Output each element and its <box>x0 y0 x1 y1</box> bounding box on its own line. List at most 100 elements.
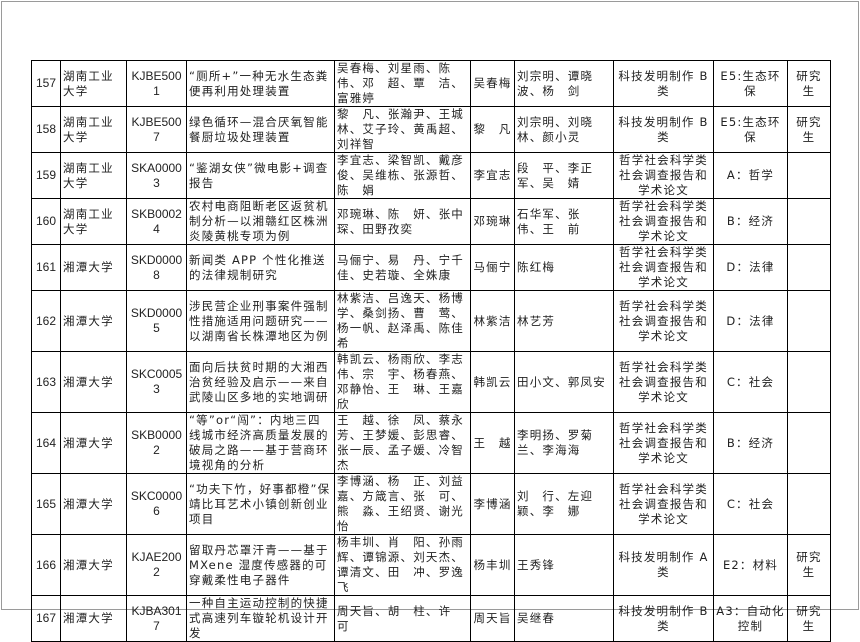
subcategory: B：经济 <box>713 412 788 474</box>
level <box>787 351 831 413</box>
level <box>787 244 831 291</box>
team-members: 李博涵、杨 正、刘益嘉、方箴言、张 可、熊 淼、王绍贤、谢光怡 <box>334 473 471 535</box>
subcategory: E5:生态环保 <box>713 106 788 153</box>
row-number: 167 <box>31 595 61 642</box>
advisors: 李明扬、罗菊兰、李海海 <box>514 412 614 474</box>
team-members: 马俪宁、易 丹、宁千佳、史若璇、全姝康 <box>334 244 471 291</box>
team-leader: 李博涵 <box>470 473 515 535</box>
school-cell: 湘潭大学 <box>60 290 127 352</box>
subcategory: A3：自动化控制 <box>713 595 788 642</box>
project-title: 涉民营企业刑事案件强制性措施适用问题研究——以湖南省长株潭地区为例 <box>186 290 335 352</box>
team-members: 林紫洁、吕逸天、杨博学、桑剑扬、曹 莺、杨一帆、赵泽禹、陈佳希 <box>334 290 471 352</box>
project-title: 面向后扶贫时期的大湘西治贫经验及启示——来自武陵山区多地的实地调研 <box>186 351 335 413</box>
team-leader: 吴春梅 <box>470 60 515 107</box>
project-title: 一种自主运动控制的快捷式高速列车镟轮机设计开发 <box>186 595 335 642</box>
school-cell: 湖南工业大学 <box>60 152 127 199</box>
table-row: 159 湖南工业大学 SKA00003 “鉴湖女侠”微电影+调查报告 李宜志、梁智凯、戴… <box>31 152 831 199</box>
school-cell: 湖南工业大学 <box>60 198 127 245</box>
row-number: 163 <box>31 351 61 413</box>
table-row: 166 湘潭大学 KJAE2002 留取丹芯罩汗青——基于 MXene 湿度传感器的可… <box>31 534 831 596</box>
team-members: 杨丰圳、肖 阳、孙雨辉、谭锦源、刘天杰、谭清文、田 冲、罗逸飞 <box>334 534 471 596</box>
level <box>787 198 831 245</box>
project-code: SKC00053 <box>126 351 187 413</box>
row-number: 159 <box>31 152 61 199</box>
project-code: SKA00003 <box>126 152 187 199</box>
team-leader: 林紫洁 <box>470 290 515 352</box>
category: 哲学社会科学类社会调查报告和学术论文 <box>613 351 714 413</box>
category: 科技发明制作 B 类 <box>613 595 714 642</box>
project-code: KJBE5001 <box>126 60 187 107</box>
advisors: 陈红梅 <box>514 244 614 291</box>
subcategory: C：社会 <box>713 351 788 413</box>
level <box>787 412 831 474</box>
table-row: 161 湘潭大学 SKD00008 新闻类 APP 个性化推送的法律规制研究 马俪宁、易… <box>31 244 831 291</box>
level: 研究生 <box>787 595 831 642</box>
project-code: KJBE5007 <box>126 106 187 153</box>
team-members: 黎 凡、张瀚尹、王城林、艾子玲、黄禹超、刘祥智 <box>334 106 471 153</box>
table-row: 162 湘潭大学 SKD00005 涉民营企业刑事案件强制性措施适用问题研究——以湖南… <box>31 290 831 352</box>
row-number: 164 <box>31 412 61 474</box>
school-cell: 湘潭大学 <box>60 595 127 642</box>
project-title: “等”or“闯”：内地三四线城市经济高质量发展的破局之路——基于营商环境视角的分… <box>186 412 335 474</box>
advisors: 刘宗明、谭晓波、杨 剑 <box>514 60 614 107</box>
subcategory: D：法律 <box>713 290 788 352</box>
advisors: 田小文、郭凤安 <box>514 351 614 413</box>
project-code: KJAE2002 <box>126 534 187 596</box>
category: 哲学社会科学类社会调查报告和学术论文 <box>613 198 714 245</box>
category: 科技发明制作 B 类 <box>613 106 714 153</box>
project-title: “厕所+”一种无水生态粪便再利用处理装置 <box>186 60 335 107</box>
advisors: 段 平、李正军、吴 婧 <box>514 152 614 199</box>
row-number: 157 <box>31 60 61 107</box>
row-number: 158 <box>31 106 61 153</box>
category: 哲学社会科学类社会调查报告和学术论文 <box>613 152 714 199</box>
project-code: SKD00008 <box>126 244 187 291</box>
category: 科技发明制作 A 类 <box>613 534 714 596</box>
team-members: 李宜志、梁智凯、戴彦俊、吴维栋、张源哲、陈 娟 <box>334 152 471 199</box>
team-leader: 马俪宁 <box>470 244 515 291</box>
advisors: 石华军、张 伟、王 前 <box>514 198 614 245</box>
project-code: SKD00005 <box>126 290 187 352</box>
level <box>787 152 831 199</box>
team-members: 周天旨、胡 柱、许 可 <box>334 595 471 642</box>
table-row: 160 湖南工业大学 SKB00024 农村电商阻断老区返贫机制分析—以湘赣红区株洲炎… <box>31 198 831 245</box>
team-leader: 黎 凡 <box>470 106 515 153</box>
team-members: 韩凯云、杨雨欣、李志伟、宗 宇、杨春燕、邓静怡、王 琳、王嘉欣 <box>334 351 471 413</box>
project-title: 留取丹芯罩汗青——基于 MXene 湿度传感器的可穿戴柔性电子器件 <box>186 534 335 596</box>
project-code: SKB00024 <box>126 198 187 245</box>
table-row: 158 湖南工业大学 KJBE5007 绿色循环—混合厌氧智能餐厨垃圾处理装置黎 凡、… <box>31 106 831 153</box>
subcategory: D：法律 <box>713 244 788 291</box>
level: 研究生 <box>787 60 831 107</box>
project-title: 新闻类 APP 个性化推送的法律规制研究 <box>186 244 335 291</box>
project-title: “鉴湖女侠”微电影+调查报告 <box>186 152 335 199</box>
category: 哲学社会科学类社会调查报告和学术论文 <box>613 290 714 352</box>
row-number: 166 <box>31 534 61 596</box>
row-number: 162 <box>31 290 61 352</box>
team-leader: 韩凯云 <box>470 351 515 413</box>
project-title: 绿色循环—混合厌氧智能餐厨垃圾处理装置 <box>186 106 335 153</box>
project-code: SKB00002 <box>126 412 187 474</box>
advisors: 王秀锋 <box>514 534 614 596</box>
advisors: 刘 行、左迎颖、李 娜 <box>514 473 614 535</box>
team-leader: 邓琬琳 <box>470 198 515 245</box>
team-members: 吴春梅、刘星雨、陈 伟、邓 超、覃 洁、富雅婷 <box>334 60 471 107</box>
team-leader: 周天旨 <box>470 595 515 642</box>
subcategory: C：社会 <box>713 473 788 535</box>
table-row: 165 湘潭大学 SKC00006 “功夫下竹，好事都橙”保靖比耳艺术小镇创新创业项目… <box>31 473 831 535</box>
subcategory: E5:生态环保 <box>713 60 788 107</box>
team-leader: 李宜志 <box>470 152 515 199</box>
level: 研究生 <box>787 534 831 596</box>
project-title: 农村电商阻断老区返贫机制分析—以湘赣红区株洲炎陵黄桃专项为例 <box>186 198 335 245</box>
level: 研究生 <box>787 106 831 153</box>
level <box>787 473 831 535</box>
row-number: 165 <box>31 473 61 535</box>
level <box>787 290 831 352</box>
project-code: KJBA3017 <box>126 595 187 642</box>
category: 科技发明制作 B 类 <box>613 60 714 107</box>
table-row: 164 湘潭大学 SKB00002 “等”or“闯”：内地三四线城市经济高质量发展的破… <box>31 412 831 474</box>
team-leader: 王 越 <box>470 412 515 474</box>
row-number: 161 <box>31 244 61 291</box>
advisors: 吴继春 <box>514 595 614 642</box>
category: 哲学社会科学类社会调查报告和学术论文 <box>613 244 714 291</box>
advisors: 林艺芳 <box>514 290 614 352</box>
table-row: 167 湘潭大学 KJBA3017 一种自主运动控制的快捷式高速列车镟轮机设计开发 周天… <box>31 595 831 642</box>
